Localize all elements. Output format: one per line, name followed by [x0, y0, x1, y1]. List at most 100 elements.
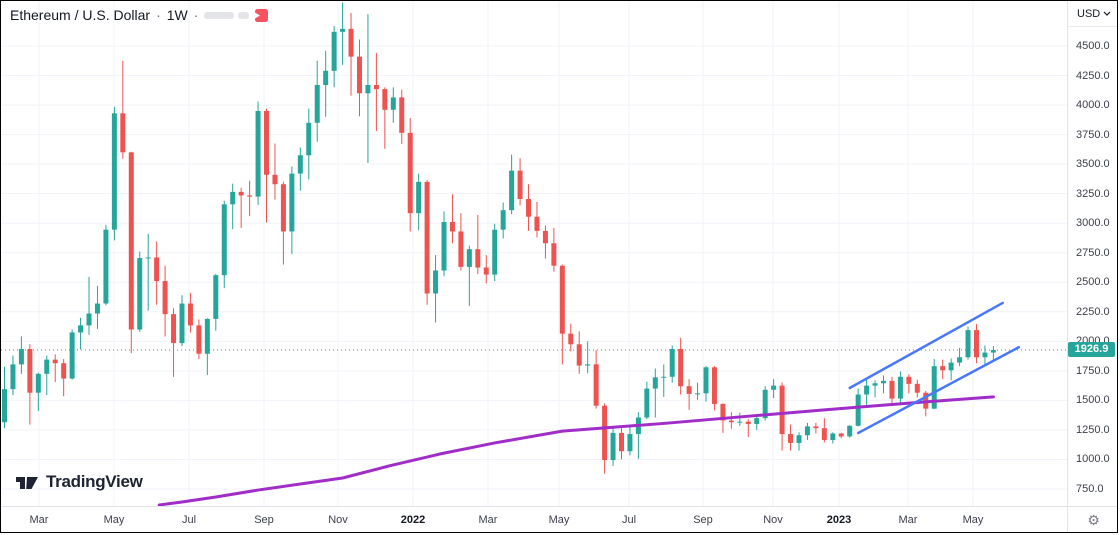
- candle-up: [221, 204, 227, 276]
- currency-label: USD: [1077, 7, 1101, 20]
- candle-down: [187, 303, 193, 326]
- candle-up: [796, 435, 802, 443]
- candle-up: [2, 389, 7, 423]
- candle-up: [289, 173, 295, 232]
- price-tick-label: 3250.0: [1076, 187, 1110, 200]
- chart-canvas[interactable]: [1, 1, 1067, 506]
- symbol-header[interactable]: Ethereum / U.S. Dollar · 1W ·: [10, 7, 269, 23]
- candle-up: [416, 181, 422, 214]
- time-tick-label: Sep: [254, 514, 274, 526]
- tradingview-logo[interactable]: TradingView: [15, 472, 143, 492]
- candle-down: [171, 314, 177, 344]
- time-tick-label: Mar: [478, 514, 498, 526]
- candle-down: [889, 380, 895, 399]
- candle-up: [297, 155, 303, 174]
- candle-down: [813, 426, 819, 429]
- candle-down: [154, 257, 160, 282]
- trendline-upper[interactable]: [848, 301, 1004, 390]
- candle-down: [27, 349, 33, 393]
- time-tick-label: Nov: [328, 514, 348, 526]
- candle-up: [931, 366, 937, 409]
- candle-down: [52, 359, 58, 364]
- time-tick-label: Mar: [29, 514, 49, 526]
- symbol-title: Ethereum / U.S. Dollar: [10, 7, 151, 23]
- time-tick-label: May: [548, 514, 570, 526]
- price-axis[interactable]: USD 4500.0 4250.0 4000.0 3750.0 3500.0 3250.0…: [1067, 1, 1117, 506]
- candle-down: [162, 281, 168, 315]
- candle-down: [678, 349, 684, 387]
- candle-down: [973, 330, 979, 358]
- time-tick-label: Sep: [693, 514, 713, 526]
- candle-up: [627, 434, 633, 452]
- candle-up: [18, 349, 24, 365]
- exchange-logo-icon: [255, 8, 269, 22]
- time-tick-label: Nov: [763, 514, 783, 526]
- candle-up: [897, 376, 903, 399]
- candle-up: [179, 303, 185, 344]
- tradingview-logo-icon: [16, 476, 38, 489]
- candle-up: [610, 432, 616, 461]
- time-tick-label: Jul: [621, 514, 637, 526]
- candle-up: [661, 376, 667, 378]
- exchange-name-faint: [204, 11, 250, 19]
- candle-up: [754, 418, 760, 425]
- candle-down: [356, 56, 362, 94]
- candle-down: [475, 249, 481, 268]
- candle-up: [872, 383, 878, 386]
- price-tick-label: 1000.0: [1076, 453, 1110, 466]
- candle-up: [340, 28, 346, 32]
- candle-up: [78, 325, 84, 333]
- time-tick-label: Jul: [181, 514, 197, 526]
- candle-down: [940, 366, 946, 371]
- candle-down: [618, 432, 624, 452]
- candle-up: [957, 357, 963, 363]
- candle-up: [94, 303, 100, 314]
- candle-up: [86, 313, 92, 326]
- price-tick-label: 1250.0: [1076, 423, 1110, 436]
- candle-down: [779, 385, 785, 435]
- time-tick-label: 2022: [400, 514, 426, 526]
- candle-up: [990, 349, 996, 353]
- candle-down: [711, 367, 717, 404]
- candle-down: [424, 181, 430, 294]
- price-tick-label: 3750.0: [1076, 128, 1110, 141]
- candle-down: [128, 152, 134, 330]
- price-tick-label: 750.0: [1076, 483, 1104, 495]
- candle-down: [914, 383, 920, 393]
- candle-up: [585, 364, 591, 366]
- time-tick-label: May: [103, 514, 125, 526]
- candle-down: [382, 89, 388, 110]
- ma-line[interactable]: [157, 395, 995, 506]
- price-tick-label: 1750.0: [1076, 364, 1110, 377]
- candle-up: [644, 388, 650, 418]
- candle-up: [213, 275, 219, 319]
- candle-down: [517, 170, 523, 199]
- settings-gear-icon[interactable]: ⚙: [1087, 512, 1100, 528]
- candle-down: [602, 405, 608, 461]
- candle-down: [61, 363, 67, 379]
- candle-down: [272, 174, 278, 185]
- candle-up: [433, 270, 439, 294]
- last-price-badge: 1926.9: [1068, 342, 1115, 358]
- candle-down: [568, 333, 574, 345]
- candle-up: [145, 257, 151, 259]
- tradingview-logo-text: TradingView: [46, 472, 143, 491]
- time-tick-label: Mar: [898, 514, 918, 526]
- candle-up: [441, 222, 447, 271]
- chart-plot-area[interactable]: Ethereum / U.S. Dollar · 1W · TradingVie…: [1, 1, 1067, 506]
- time-axis[interactable]: Mar May Jul Sep Nov 2022 Mar May Jul Sep Nov 2023 Ma…: [1, 506, 1067, 532]
- currency-dropdown[interactable]: USD: [1068, 1, 1117, 27]
- price-tick-label: 2750.0: [1076, 246, 1110, 259]
- price-tick-label: 1500.0: [1076, 394, 1110, 407]
- candle-up: [103, 229, 109, 304]
- trendline-lower[interactable]: [856, 345, 1020, 435]
- candle-down: [483, 267, 489, 275]
- candle-up: [204, 318, 210, 354]
- candle-up: [762, 389, 768, 419]
- candle-up: [771, 385, 777, 390]
- candle-up: [306, 122, 312, 156]
- candle-up: [881, 380, 887, 384]
- candle-down: [593, 364, 599, 406]
- candle-down: [728, 420, 734, 423]
